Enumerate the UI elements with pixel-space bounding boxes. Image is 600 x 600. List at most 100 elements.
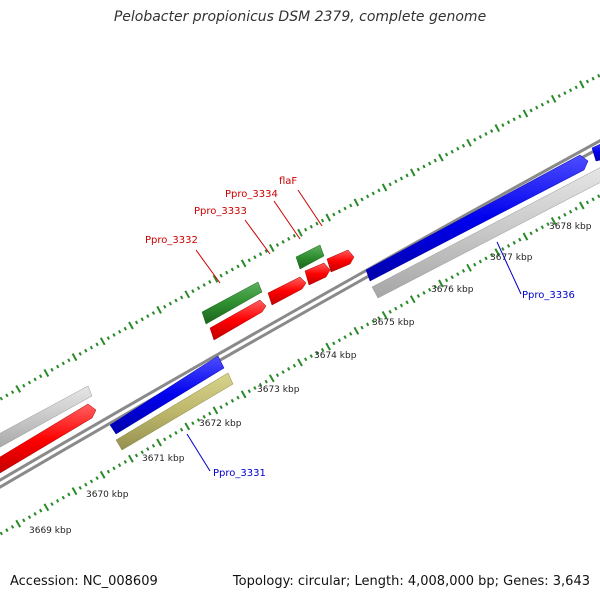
- inner-tick-4: [10, 525, 15, 529]
- outer-tick-90: [494, 124, 500, 133]
- outer-tick-93: [512, 117, 516, 122]
- outer-tick-23: [118, 329, 122, 334]
- outer-tick-ring: [0, 73, 600, 401]
- outer-tick-8: [33, 377, 37, 382]
- inner-tick-83: [456, 272, 460, 276]
- outer-tick-68: [371, 191, 375, 196]
- outer-tick-53: [287, 236, 291, 241]
- inner-tick-63: [343, 335, 347, 339]
- inner-tick-7: [27, 515, 32, 519]
- outer-tick-81: [444, 152, 449, 157]
- outer-tick-54: [292, 233, 296, 238]
- outer-tick-34: [180, 295, 184, 300]
- gene-gray-right[interactable]: [371, 165, 600, 299]
- gene-red-small-a[interactable]: [304, 262, 331, 286]
- inner-tick-103: [568, 209, 573, 214]
- inner-tick-95: [522, 232, 529, 241]
- inner-tick-107: [591, 197, 595, 202]
- outer-tick-57: [309, 224, 313, 229]
- gene-label-ppro-3333[interactable]: Ppro_3333: [194, 206, 247, 217]
- inner-tick-74: [405, 300, 409, 305]
- outer-tick-86: [473, 137, 477, 142]
- outer-tick-83: [456, 146, 460, 151]
- gene-label-flaf[interactable]: flaF: [279, 176, 297, 187]
- outer-tick-97: [535, 105, 539, 110]
- outer-tick-36: [191, 289, 195, 294]
- gene-red-ppro-3333[interactable]: [209, 299, 267, 341]
- inner-tick-46: [247, 389, 251, 394]
- outer-tick-11: [50, 367, 54, 372]
- gene-label-ppro-3332[interactable]: Ppro_3332: [145, 235, 198, 246]
- outer-tick-25: [128, 321, 134, 330]
- leader-ppro-3333: [244, 219, 271, 255]
- outer-tick-32: [168, 301, 172, 306]
- outer-tick-29: [151, 311, 156, 315]
- inner-tick-37: [196, 418, 201, 422]
- leader-ppro-3334: [273, 200, 301, 240]
- outer-tick-30: [156, 305, 162, 314]
- gene-blue-ppro-3336[interactable]: [365, 154, 589, 282]
- outer-tick-55: [297, 228, 303, 237]
- outer-tick-47: [253, 255, 257, 260]
- outer-tick-4: [10, 390, 15, 394]
- gene-red-left[interactable]: [0, 403, 97, 476]
- outer-tick-50: [269, 244, 275, 252]
- genome-summary-text: Topology: circular; Length: 4,008,000 bp…: [232, 574, 590, 589]
- outer-tick-88: [484, 132, 488, 136]
- inner-tick-26: [134, 453, 139, 458]
- outer-tick-26: [134, 320, 139, 325]
- outer-tick-9: [39, 374, 43, 379]
- inner-tick-108: [597, 194, 600, 199]
- inner-tick-ring: [0, 194, 600, 536]
- inner-tick-89: [490, 253, 494, 258]
- inner-tick-93: [512, 240, 516, 245]
- outer-tick-78: [428, 161, 432, 166]
- outer-tick-80: [438, 153, 444, 162]
- outer-tick-52: [281, 240, 285, 244]
- outer-tick-46: [247, 258, 251, 263]
- inner-tick-43: [230, 398, 235, 403]
- gene-olive-left[interactable]: [115, 372, 234, 451]
- gene-green-ppro-3332[interactable]: [201, 281, 263, 325]
- gene-blue-right-edge[interactable]: [591, 142, 600, 162]
- inner-tick-29: [151, 443, 156, 448]
- inner-tick-45: [240, 390, 247, 399]
- inner-tick-33: [174, 431, 178, 435]
- leader-ppro-3336: [496, 241, 522, 295]
- inner-tick-27: [140, 450, 144, 455]
- gene-red-small-b[interactable]: [326, 249, 355, 273]
- gene-gray-left[interactable]: [0, 385, 93, 450]
- inner-tick-99: [546, 222, 550, 226]
- outer-tick-35: [184, 290, 191, 299]
- outer-tick-66: [360, 197, 364, 202]
- inner-tick-104: [574, 206, 578, 211]
- inner-tick-65: [353, 326, 360, 335]
- tick-label-3673: 3673 kbp: [257, 385, 300, 395]
- outer-tick-60: [325, 213, 331, 222]
- outer-tick-12: [56, 364, 60, 369]
- outer-tick-103: [568, 88, 573, 93]
- gene-blue-ppro-3331[interactable]: [109, 355, 225, 435]
- inner-tick-59: [320, 347, 325, 352]
- outer-tick-85: [466, 138, 472, 147]
- gene-label-ppro-3336[interactable]: Ppro_3336: [522, 290, 575, 301]
- outer-tick-39: [208, 280, 212, 284]
- inner-tick-105: [579, 201, 585, 210]
- accession-text: Accession: NC_008609: [10, 574, 158, 589]
- inner-tick-82: [450, 275, 454, 280]
- gene-label-ppro-3334[interactable]: Ppro_3334: [225, 189, 278, 200]
- outer-tick-18: [89, 345, 94, 350]
- backbone-outer: [0, 139, 600, 482]
- inner-tick-91: [501, 247, 505, 251]
- outer-tick-71: [388, 182, 392, 187]
- outer-tick-21: [106, 336, 110, 340]
- inner-tick-8: [33, 512, 37, 516]
- inner-tick-66: [360, 325, 364, 330]
- gene-red-ppro-3334[interactable]: [267, 276, 307, 306]
- outer-tick-17: [84, 348, 88, 353]
- inner-tick-61: [332, 341, 336, 346]
- gene-label-ppro-3331[interactable]: Ppro_3331: [213, 468, 266, 479]
- outer-tick-106: [585, 79, 590, 84]
- outer-tick-73: [399, 176, 404, 181]
- gene-green-flaf[interactable]: [295, 244, 325, 270]
